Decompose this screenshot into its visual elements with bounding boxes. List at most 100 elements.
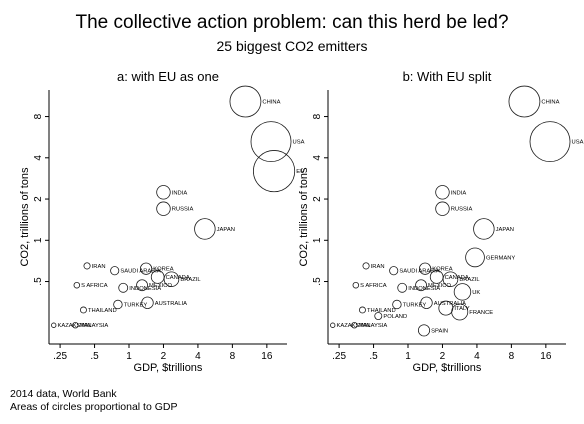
point-mexico — [136, 279, 148, 292]
point-label-spain: SPAIN — [431, 328, 448, 334]
point-s-africa — [73, 281, 81, 289]
y-axis-label: CO2, trillions of tons — [19, 167, 31, 267]
panel-b: b: With EU split .25 .5 1 2 4 8 16 .5 1 2 4 8 GDP, $t… — [298, 69, 584, 374]
y-tick-label: 1 — [33, 237, 44, 243]
y-tick-label: 1 — [312, 237, 323, 243]
point-canada — [429, 270, 444, 284]
footnote-circles: Areas of circles proportional to GDP — [10, 401, 178, 413]
x-tick-label: 2 — [161, 351, 167, 362]
y-axis-label: CO2, trillions of tons — [298, 167, 310, 267]
point-spain — [417, 324, 431, 337]
point-india — [156, 185, 171, 200]
chart-subtitle: 25 biggest CO2 emitters — [217, 38, 368, 54]
point-label-russia: RUSSIA — [451, 207, 473, 213]
point-label-kazakstan: KAZAKSTAN — [336, 323, 370, 329]
x-tick-label: 1 — [126, 351, 132, 362]
y-tick-label: 2 — [312, 196, 323, 202]
point-australia — [420, 296, 433, 309]
y-tick-label: .5 — [33, 277, 44, 286]
point-germany — [465, 247, 485, 268]
point-japan — [473, 218, 495, 240]
point-label-poland: POLAND — [383, 314, 407, 320]
point-label-brazil: BRAZIL — [459, 277, 480, 283]
x-tick-label: 8 — [509, 351, 515, 362]
point-label-korea: KOREA — [153, 267, 173, 273]
point-kazakstan — [330, 322, 336, 328]
point-russia — [156, 201, 171, 216]
point-s-africa — [352, 281, 360, 289]
y-tick-label: 4 — [312, 155, 323, 161]
labels-layer: CHINA USA EU INDIA RUSSIA JAPAN IRAN SAUDI ARAB… — [57, 100, 304, 330]
point-iran — [83, 262, 91, 270]
panel-a: a: with EU as one .25 .5 1 2 4 8 16 .5 1 2 4 8 GDP, $… — [19, 69, 305, 374]
point-canada — [150, 270, 165, 284]
x-tick-label: .5 — [90, 351, 99, 362]
point-label-canada: CANADA — [166, 275, 190, 281]
point-label-usa: USA — [572, 140, 584, 146]
point-label-turkey: TURKEY — [124, 302, 148, 308]
point-label-s-africa: S AFRICA — [360, 283, 387, 289]
point-label-japan: JAPAN — [496, 227, 514, 233]
x-tick-label: 2 — [440, 351, 446, 362]
point-russia — [435, 201, 450, 216]
point-brazil — [442, 271, 459, 287]
point-label-usa: USA — [293, 140, 305, 146]
point-label-korea: KOREA — [432, 267, 452, 273]
x-axis-label: GDP, $trillions — [413, 362, 482, 374]
x-tick-label: 8 — [230, 351, 236, 362]
x-tick-label: 4 — [474, 351, 480, 362]
point-saudi-arabia — [389, 266, 399, 276]
x-tick-label: .25 — [332, 351, 346, 362]
plot-area — [328, 90, 566, 344]
y-tick-label: .5 — [312, 277, 323, 286]
panel-title: a: with EU as one — [117, 69, 219, 84]
x-tick-label: 1 — [405, 351, 411, 362]
point-label-indonesia: INDONESIA — [129, 286, 161, 292]
x-tick-label: 16 — [261, 351, 273, 362]
point-iran — [362, 262, 370, 270]
plot-area — [49, 90, 287, 344]
point-malaysia — [351, 322, 358, 329]
point-label-japan: JAPAN — [217, 227, 235, 233]
point-label-india: INDIA — [451, 190, 467, 196]
point-usa — [250, 121, 292, 163]
point-mexico — [415, 279, 427, 292]
panel-title: b: With EU split — [403, 69, 492, 84]
point-label-china: CHINA — [262, 100, 280, 106]
point-usa — [529, 121, 571, 163]
point-japan — [194, 218, 216, 240]
labels-layer: CHINA USA INDIA RUSSIA JAPAN GERMANY IRAN SAUDI… — [336, 100, 583, 335]
point-china — [508, 85, 541, 118]
point-brazil — [163, 271, 180, 287]
point-india — [435, 185, 450, 200]
point-label-iran: IRAN — [371, 264, 385, 270]
point-label-france: FRANCE — [469, 310, 493, 316]
point-label-brazil: BRAZIL — [180, 277, 201, 283]
point-label-turkey: TURKEY — [403, 302, 427, 308]
chart-title: The collective action problem: can this … — [75, 12, 508, 33]
point-kazakstan — [51, 322, 57, 328]
point-label-s-africa: S AFRICA — [81, 283, 108, 289]
point-turkey — [113, 299, 123, 310]
point-label-australia: AUSTRALIA — [434, 301, 466, 307]
point-thailand — [359, 306, 366, 314]
points-layer — [51, 85, 296, 329]
point-label-thailand: THAILAND — [367, 308, 396, 314]
x-tick-label: 16 — [540, 351, 552, 362]
point-label-italy: ITALY — [454, 306, 469, 312]
x-tick-label: .25 — [53, 351, 67, 362]
point-label-russia: RUSSIA — [172, 207, 194, 213]
points-layer — [330, 85, 571, 337]
point-label-mexico: MEXICO — [149, 283, 172, 289]
x-tick-label: 4 — [195, 351, 201, 362]
point-korea — [139, 262, 153, 275]
point-label-australia: AUSTRALIA — [155, 301, 187, 307]
point-korea — [418, 262, 432, 275]
point-label-iran: IRAN — [92, 264, 106, 270]
point-saudi-arabia — [110, 266, 120, 276]
point-malaysia — [72, 322, 79, 329]
point-label-indonesia: INDONESIA — [408, 286, 440, 292]
point-thailand — [80, 306, 87, 314]
point-label-eu: EU — [296, 169, 304, 175]
